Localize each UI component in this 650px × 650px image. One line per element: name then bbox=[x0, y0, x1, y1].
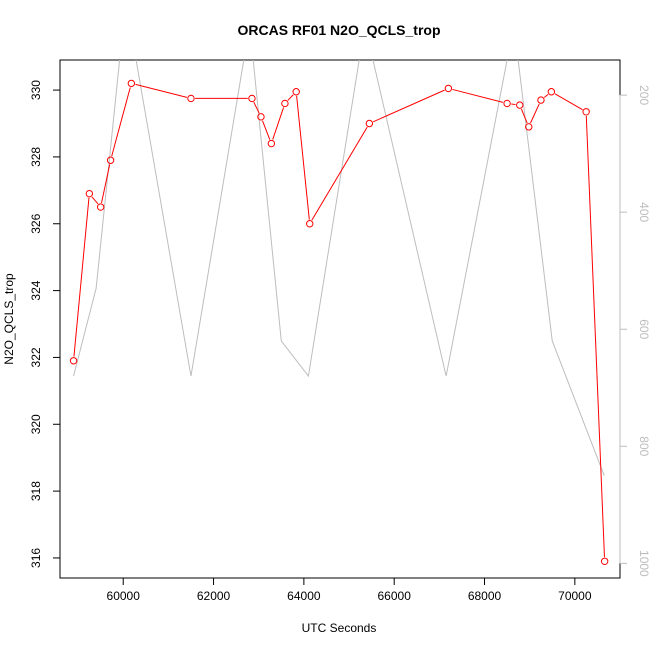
y-tick-label: 318 bbox=[29, 481, 43, 501]
red-series-point bbox=[582, 108, 590, 116]
right-tick-label: 800 bbox=[637, 436, 650, 456]
red-series-point bbox=[187, 94, 195, 103]
red-series-segment bbox=[585, 115, 605, 558]
red-series-point bbox=[106, 156, 115, 164]
red-series-segment bbox=[311, 126, 368, 221]
red-series-point bbox=[257, 113, 265, 121]
y-tick-label: 322 bbox=[29, 347, 43, 367]
right-tick-label: 1000 bbox=[637, 550, 650, 577]
x-tick-label: 68000 bbox=[468, 589, 502, 603]
right-tick-label: 600 bbox=[637, 319, 650, 339]
y-tick-label: 330 bbox=[29, 80, 43, 100]
red-series-layer bbox=[69, 79, 609, 565]
red-series-segment bbox=[452, 88, 504, 103]
red-series-segment bbox=[372, 89, 445, 123]
red-series-point bbox=[248, 94, 256, 103]
red-series-segment bbox=[111, 87, 131, 157]
x-axis: 60000 62000 64000 66000 68000 70000 bbox=[107, 577, 592, 603]
red-series-point bbox=[69, 357, 78, 365]
y-tick-label: 328 bbox=[29, 147, 43, 167]
red-series-segment bbox=[73, 197, 90, 357]
y-axis-label: N2O_QCLS_trop bbox=[2, 273, 16, 365]
y-axis: 316 318 320 322 324 326 328 330 bbox=[29, 80, 61, 568]
red-series-segment bbox=[554, 93, 583, 111]
red-series-point bbox=[292, 88, 300, 96]
red-series-segment bbox=[530, 103, 540, 124]
red-series-segment bbox=[287, 94, 294, 101]
right-axis: 200 400 600 800 1000 bbox=[619, 85, 650, 577]
red-series-point bbox=[525, 123, 533, 131]
red-series-segment bbox=[511, 103, 516, 106]
red-series-segment bbox=[272, 107, 285, 140]
red-series-point bbox=[516, 101, 524, 109]
red-series-segment bbox=[101, 164, 111, 204]
red-series-segment bbox=[135, 83, 188, 98]
red-series-segment bbox=[91, 196, 99, 205]
x-tick-label: 66000 bbox=[378, 589, 412, 603]
x-tick-label: 64000 bbox=[287, 589, 321, 603]
red-series-point bbox=[306, 220, 314, 228]
y-tick-label: 320 bbox=[29, 414, 43, 434]
chart-title: ORCAS RF01 N2O_QCLS_trop bbox=[237, 22, 440, 38]
red-series-segment bbox=[253, 101, 260, 114]
red-series-point bbox=[365, 119, 374, 128]
red-series-point bbox=[267, 139, 276, 148]
red-series-point bbox=[547, 88, 556, 96]
y-tick-label: 326 bbox=[29, 213, 43, 233]
right-tick-label: 200 bbox=[637, 85, 650, 105]
y-tick-label: 316 bbox=[29, 548, 43, 568]
red-series-point bbox=[600, 557, 609, 565]
red-series-segment bbox=[296, 95, 310, 220]
red-series-point bbox=[503, 99, 511, 108]
red-series-point bbox=[96, 203, 105, 211]
grey-series-line bbox=[73, 60, 605, 476]
red-series-point bbox=[85, 189, 94, 198]
red-series-point bbox=[444, 84, 453, 93]
red-series-point bbox=[281, 99, 289, 108]
red-series-segment bbox=[520, 108, 528, 124]
red-series-segment bbox=[543, 93, 549, 98]
red-series-point bbox=[537, 96, 545, 104]
plot-frame bbox=[59, 59, 621, 579]
red-series-point bbox=[127, 79, 136, 88]
x-axis-label: UTC Seconds bbox=[302, 621, 377, 635]
x-tick-label: 62000 bbox=[197, 589, 231, 603]
x-tick-label: 70000 bbox=[558, 589, 592, 603]
y-tick-label: 324 bbox=[29, 280, 43, 300]
grey-series-layer bbox=[73, 60, 605, 476]
right-tick-label: 400 bbox=[637, 202, 650, 222]
x-tick-label: 60000 bbox=[107, 589, 141, 603]
red-series-segment bbox=[262, 120, 271, 140]
